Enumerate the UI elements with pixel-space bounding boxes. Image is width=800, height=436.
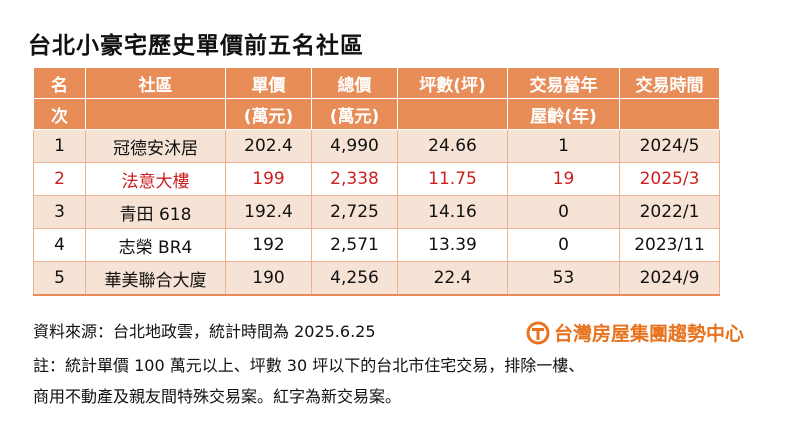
unit-price-cell: 202.4 — [225, 129, 312, 163]
header-cell-subline: (萬元) — [225, 98, 312, 130]
ranking-table: 名社區 單價 總價 坪數(坪) 交易當年 交易時間 次 (萬元) (萬元) 屋齡(年) 1 冠德安… — [33, 67, 720, 296]
table-header: 名社區 單價 總價 坪數(坪) 交易當年 交易時間 次 (萬元) (萬元) 屋齡(年) — [33, 67, 720, 130]
rank-cell: 2 — [33, 162, 86, 196]
header-cell-subline — [85, 98, 226, 130]
age-cell: 0 — [507, 228, 620, 262]
header-cell-subline: 屋齡(年) — [507, 98, 620, 130]
header-cell: 名 — [33, 67, 86, 99]
date-cell: 2025/3 — [619, 162, 720, 196]
area-cell: 22.4 — [397, 261, 508, 296]
area-cell: 14.16 — [397, 195, 508, 229]
unit-price-cell: 192.4 — [225, 195, 312, 229]
unit-price-cell: 199 — [225, 162, 312, 196]
unit-price-cell: 190 — [225, 261, 312, 296]
total-price-cell: 2,571 — [311, 228, 398, 262]
area-cell: 13.39 — [397, 228, 508, 262]
table-row: 4 志榮 BR4 192 2,571 13.39 0 2023/11 — [33, 228, 720, 262]
community-cell: 志榮 BR4 — [85, 228, 226, 262]
table-row: 1 冠德安沐居 202.4 4,990 24.66 1 2024/5 — [33, 129, 720, 163]
area-cell: 11.75 — [397, 162, 508, 196]
date-cell: 2023/11 — [619, 228, 720, 262]
header-cell: 交易當年 — [507, 67, 620, 99]
header-cell: 坪數(坪) — [397, 67, 508, 99]
table-body: 1 冠德安沐居 202.4 4,990 24.66 1 2024/5 2 法意大樓 199 2,33… — [33, 129, 720, 296]
header-cell-subline — [397, 98, 508, 130]
page-title: 台北小豪宅歷史單價前五名社區 — [28, 33, 364, 59]
header-cell: 總價 — [311, 67, 398, 99]
brand-logo-text: 台灣房屋集團趨勢中心 — [554, 323, 745, 345]
community-cell: 冠德安沐居 — [85, 129, 226, 163]
date-cell: 2024/5 — [619, 129, 720, 163]
footnote-line-1: 註：統計單價 100 萬元以上、坪數 30 坪以下的台北市住宅交易，排除一樓、 — [33, 356, 585, 375]
age-cell: 1 — [507, 129, 620, 163]
table-row: 2 法意大樓 199 2,338 11.75 19 2025/3 — [33, 162, 720, 196]
community-cell: 青田 618 — [85, 195, 226, 229]
footnote-line-2: 商用不動產及親友間特殊交易案。紅字為新交易案。 — [33, 387, 402, 406]
age-cell: 53 — [507, 261, 620, 296]
table-row: 5 華美聯合大廈 190 4,256 22.4 53 2024/9 — [33, 261, 720, 296]
table-row: 3 青田 618 192.4 2,725 14.16 0 2022/1 — [33, 195, 720, 229]
total-price-cell: 2,338 — [311, 162, 398, 196]
header-cell: 單價 — [225, 67, 312, 99]
rank-cell: 4 — [33, 228, 86, 262]
header-cell: 交易時間 — [619, 67, 720, 99]
header-cell-subline: 次 — [33, 98, 86, 130]
unit-price-cell: 192 — [225, 228, 312, 262]
header-cell: 社區 — [85, 67, 226, 99]
date-cell: 2022/1 — [619, 195, 720, 229]
total-price-cell: 2,725 — [311, 195, 398, 229]
total-price-cell: 4,256 — [311, 261, 398, 296]
brand-logo: 台灣房屋集團趨勢中心 — [526, 319, 744, 346]
header-cell-subline — [619, 98, 720, 130]
age-cell: 19 — [507, 162, 620, 196]
rank-cell: 3 — [33, 195, 86, 229]
rank-cell: 1 — [33, 129, 86, 163]
footnote: 註：統計單價 100 萬元以上、坪數 30 坪以下的台北市住宅交易，排除一樓、 … — [33, 350, 733, 412]
community-cell: 法意大樓 — [85, 162, 226, 196]
community-cell: 華美聯合大廈 — [85, 261, 226, 296]
total-price-cell: 4,990 — [311, 129, 398, 163]
data-source-note: 資料來源：台北地政雲，統計時間為 2025.6.25 — [33, 322, 376, 341]
area-cell: 24.66 — [397, 129, 508, 163]
age-cell: 0 — [507, 195, 620, 229]
rank-cell: 5 — [33, 261, 86, 296]
header-cell-subline: (萬元) — [311, 98, 398, 130]
date-cell: 2024/9 — [619, 261, 720, 296]
taiwan-realty-logo-icon — [526, 321, 550, 344]
